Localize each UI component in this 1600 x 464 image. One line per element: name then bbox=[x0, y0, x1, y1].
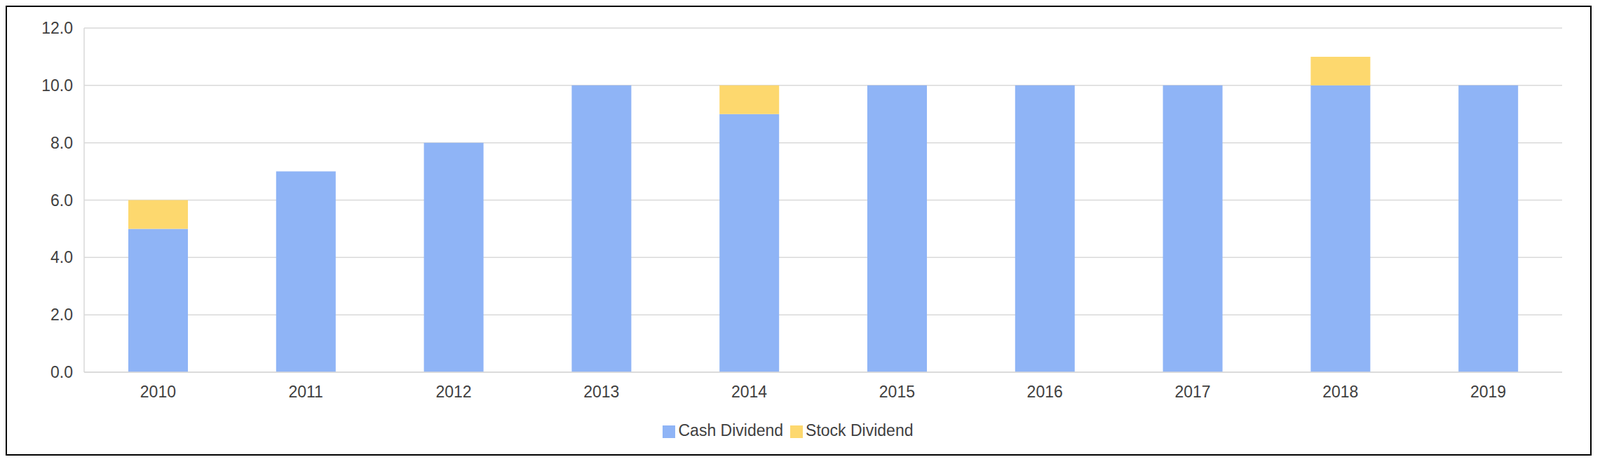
svg-text:2011: 2011 bbox=[288, 382, 323, 402]
svg-text:4.0: 4.0 bbox=[50, 248, 73, 267]
svg-text:8.0: 8.0 bbox=[50, 133, 73, 153]
svg-text:0.0: 0.0 bbox=[50, 363, 73, 382]
svg-text:2017: 2017 bbox=[1174, 382, 1211, 402]
html-text:Stock Dividend: Stock Dividend bbox=[805, 421, 914, 440]
svg-text:12.0: 12.0 bbox=[41, 18, 73, 38]
svg-text:2016: 2016 bbox=[1027, 382, 1063, 402]
html-text:Cash Dividend: Cash Dividend bbox=[678, 421, 784, 440]
svg-text:2013: 2013 bbox=[583, 382, 620, 402]
svg-text:6.0: 6.0 bbox=[50, 191, 73, 210]
svg-text:2015: 2015 bbox=[879, 382, 915, 402]
svg-text:2019: 2019 bbox=[1470, 382, 1507, 402]
svg-text:10.0: 10.0 bbox=[41, 76, 73, 95]
svg-text:2018: 2018 bbox=[1322, 382, 1359, 402]
svg-text:2.0: 2.0 bbox=[50, 305, 73, 324]
svg-text:2012: 2012 bbox=[435, 382, 472, 402]
svg-text:2014: 2014 bbox=[731, 382, 768, 402]
svg-text:2010: 2010 bbox=[140, 382, 176, 402]
